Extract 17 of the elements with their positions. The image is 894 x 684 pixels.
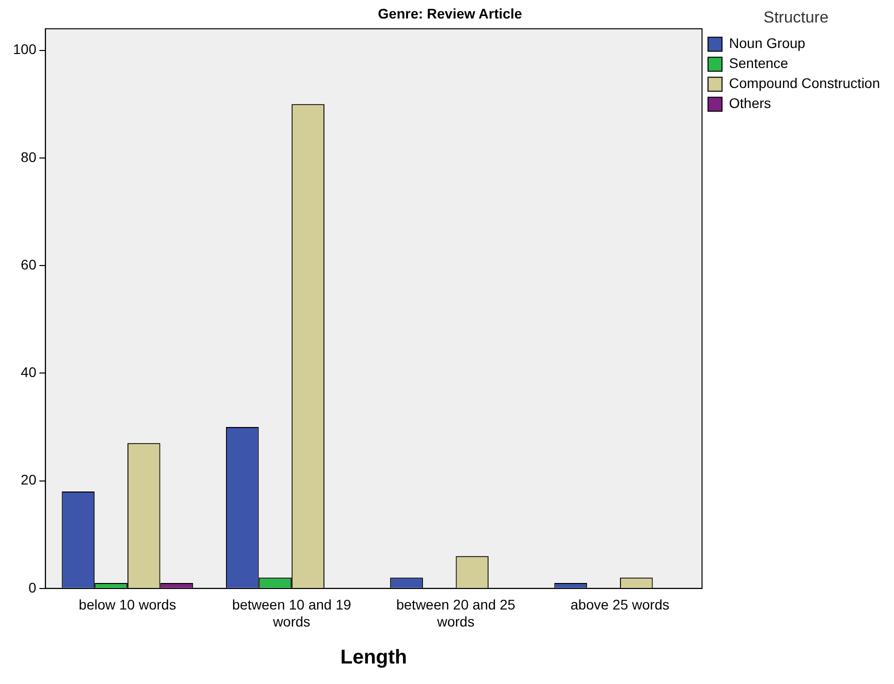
legend-label: Sentence — [729, 55, 788, 72]
x-tick-label: between 10 and 19 words — [232, 596, 352, 630]
y-tick-label: 40 — [20, 364, 37, 380]
y-tick-label: 80 — [20, 148, 37, 165]
x-tick-label: above 25 words — [570, 596, 670, 613]
legend-label: Compound Construction — [729, 75, 880, 92]
legend-label: Noun Group — [729, 35, 806, 52]
chart-title: Genre: Review Article — [378, 5, 522, 22]
legend-label: Others — [729, 95, 772, 112]
x-tick-label: between 20 and 25 words — [396, 596, 516, 630]
y-tick-label: 20 — [20, 472, 37, 488]
y-tick-label: 0 — [28, 579, 37, 596]
y-tick-label: 60 — [20, 256, 37, 272]
legend-title: Structure — [764, 9, 829, 26]
y-tick-label: 100 — [13, 41, 37, 58]
x-axis-title: Length — [340, 646, 408, 669]
x-tick-label: below 10 words — [78, 596, 176, 613]
